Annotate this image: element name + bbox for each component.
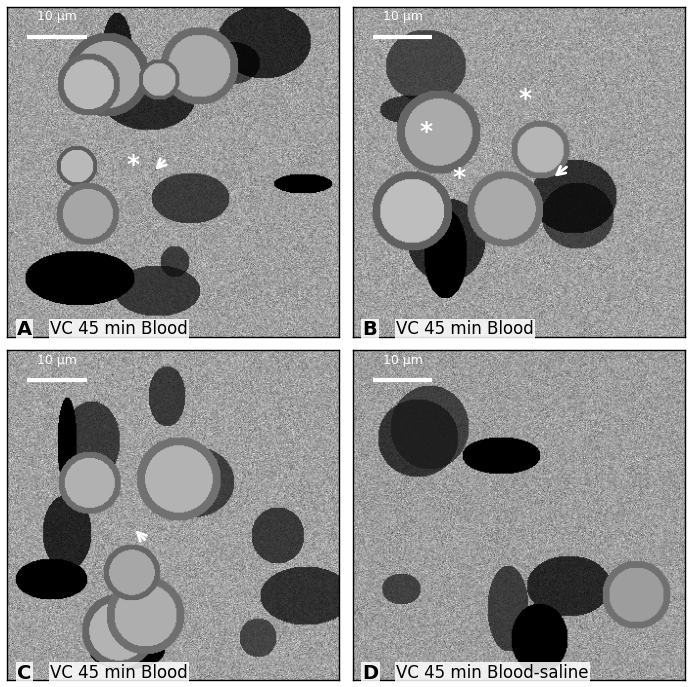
Text: *: *	[419, 120, 432, 144]
Text: 10 μm: 10 μm	[37, 10, 77, 23]
Bar	[366, 357, 446, 396]
Bar	[20, 357, 100, 396]
Bar	[20, 14, 100, 53]
Text: *: *	[127, 153, 140, 177]
Text: VC 45 min Blood: VC 45 min Blood	[396, 320, 534, 339]
Text: A: A	[17, 320, 32, 339]
Text: 10 μm: 10 μm	[37, 354, 77, 367]
Text: 10 μm: 10 μm	[383, 354, 422, 367]
Text: VC 45 min Blood: VC 45 min Blood	[50, 664, 188, 682]
Text: VC 45 min Blood: VC 45 min Blood	[50, 320, 188, 339]
Text: B: B	[363, 320, 377, 339]
Text: C: C	[17, 664, 31, 683]
Text: *: *	[453, 166, 466, 190]
Text: VC 45 min Blood-saline: VC 45 min Blood-saline	[396, 664, 588, 682]
Text: D: D	[363, 664, 379, 683]
Text: *: *	[519, 87, 532, 111]
Bar	[366, 14, 446, 53]
Text: 10 μm: 10 μm	[383, 10, 422, 23]
